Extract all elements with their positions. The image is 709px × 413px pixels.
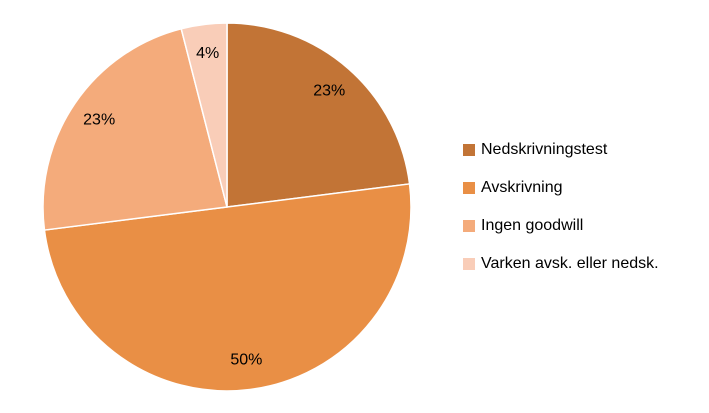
pie-slice [226, 22, 411, 208]
legend-swatch [463, 258, 475, 270]
legend-label: Ingen goodwill [481, 217, 583, 234]
legend-label: Varken avsk. eller nedsk. [481, 255, 659, 272]
data-label: 4% [196, 45, 219, 62]
legend-swatch [463, 182, 475, 194]
data-label: 50% [230, 352, 262, 369]
pie-slice [180, 22, 228, 208]
pie-slice [42, 27, 228, 231]
legend-label: Avskrivning [481, 179, 563, 196]
data-label: 23% [83, 111, 115, 128]
pie-slice [43, 183, 412, 392]
legend-swatch [463, 220, 475, 232]
legend-swatch [463, 144, 475, 156]
data-label: 23% [313, 82, 345, 99]
legend-label: Nedskrivningstest [481, 141, 608, 158]
